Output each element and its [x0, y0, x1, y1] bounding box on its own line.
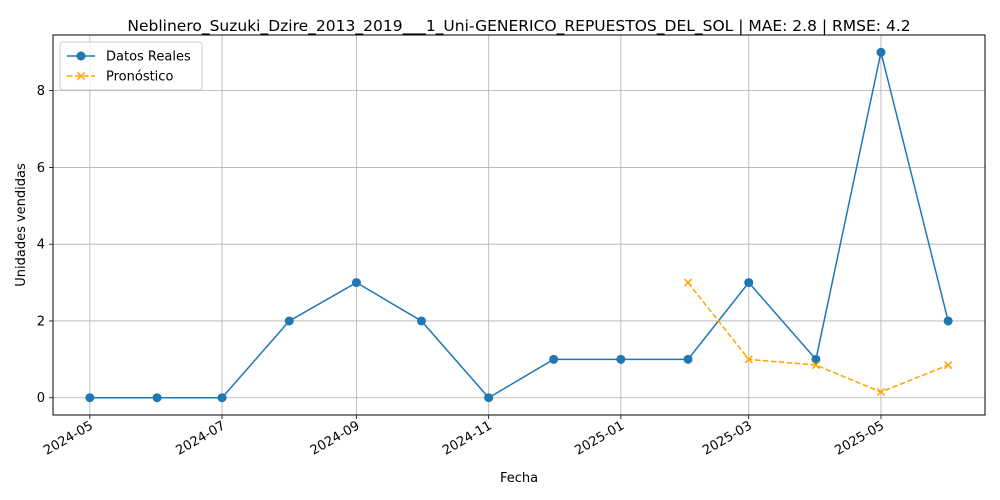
legend-marker-1	[76, 51, 86, 61]
series-layer	[85, 47, 953, 403]
series-1-point	[744, 278, 754, 288]
series-2-point	[744, 355, 753, 364]
x-tick-label: 2025-01	[572, 418, 627, 458]
legend-label-1: Datos Reales	[106, 50, 191, 65]
y-axis-label: Unidades vendidas	[14, 163, 29, 287]
y-tick-label: 4	[37, 238, 45, 253]
series-2	[683, 278, 953, 397]
legend-marker-2	[76, 71, 86, 81]
series-1-point	[217, 393, 227, 403]
series-2-line	[687, 282, 949, 393]
series-2-point	[876, 387, 886, 397]
series-2-point	[944, 360, 953, 370]
series-1-point	[416, 316, 426, 326]
series-1-point	[284, 316, 294, 326]
series-2-point	[683, 278, 693, 287]
series-1	[85, 47, 953, 403]
x-tick-label: 2025-03	[700, 418, 755, 458]
x-tick-label: 2024-05	[41, 418, 96, 458]
y-tick-label: 8	[37, 84, 45, 99]
y-axis: 0 2 4 6 8	[37, 84, 53, 406]
x-tick-label: 2025-05	[832, 418, 887, 458]
series-1-point	[85, 393, 95, 403]
y-tick-label: 2	[37, 314, 45, 329]
legend-box	[59, 41, 203, 91]
series-1-point	[152, 393, 162, 403]
plot-frame	[52, 34, 986, 416]
series-2-point	[811, 360, 821, 370]
x-tick-label: 2024-09	[308, 418, 363, 458]
series-1-point	[876, 47, 886, 57]
series-1-point	[943, 316, 953, 326]
chart-title: Neblinero_Suzuki_Dzire_2013_2019___1_Uni…	[127, 17, 910, 36]
series-1-point	[683, 354, 693, 364]
y-tick-label: 6	[37, 161, 45, 176]
y-tick-label: 0	[37, 391, 45, 406]
legend-label-2: Pronóstico	[106, 70, 173, 85]
series-1-line	[89, 52, 949, 399]
x-tick-label: 2024-07	[174, 418, 229, 458]
series-1-point	[351, 278, 361, 288]
x-tick-label: 2024-11	[440, 418, 495, 458]
legend: Datos Reales Pronóstico	[59, 41, 203, 91]
series-1-point	[811, 354, 821, 364]
series-1-point	[549, 354, 559, 364]
series-1-point	[616, 354, 626, 364]
x-axis-label: Fecha	[500, 471, 538, 486]
grid-lines	[53, 35, 985, 415]
x-axis: 2024-05 2024-07 2024-09 2024-11 2025-01 2025-…	[41, 415, 887, 459]
series-1-point	[484, 393, 494, 403]
